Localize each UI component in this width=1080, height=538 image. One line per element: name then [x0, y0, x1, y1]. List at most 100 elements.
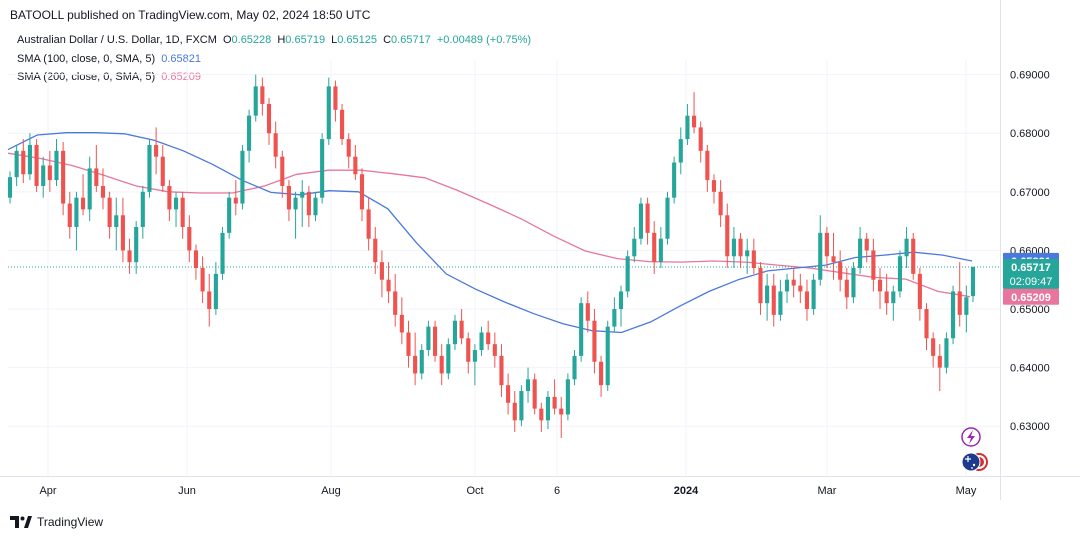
candle-body: [466, 338, 471, 362]
candle-body: [173, 197, 179, 210]
candle: [353, 144, 358, 181]
candle-body: [625, 256, 630, 292]
candle-body: [924, 309, 929, 339]
candle-body: [612, 309, 617, 327]
candle-body: [87, 168, 92, 210]
candle-body: [738, 238, 743, 257]
symbol-legend[interactable]: Australian Dollar / U.S. Dollar, 1D, FXC…: [17, 34, 531, 46]
candle-body: [413, 355, 418, 374]
candle-body: [80, 197, 86, 210]
sma200-legend[interactable]: SMA (200, close, 0, SMA, 5) 0.65209: [17, 71, 201, 83]
candle: [499, 344, 504, 397]
candle: [120, 197, 125, 263]
time-tick-label: Apr: [39, 485, 56, 497]
candle: [625, 250, 630, 298]
candle-body: [831, 256, 836, 263]
candle: [160, 144, 165, 192]
sma200-label: SMA (200, close, 0, SMA, 5): [17, 71, 156, 83]
candle-body: [366, 209, 371, 239]
candle: [738, 232, 743, 268]
time-tick-label: Mar: [818, 485, 837, 497]
candle: [585, 291, 590, 333]
candle: [864, 232, 869, 263]
candle: [273, 121, 278, 169]
sma100-line: [7, 132, 973, 334]
candle: [286, 180, 291, 222]
candle: [466, 332, 471, 374]
candle: [672, 156, 677, 204]
candle: [559, 396, 564, 438]
sma200-line: [7, 152, 971, 298]
candle: [333, 80, 338, 122]
candle-body: [379, 262, 384, 280]
flag-au-icon[interactable]: [961, 452, 981, 472]
candle-body: [300, 191, 305, 198]
candle: [897, 250, 903, 298]
candle: [798, 273, 803, 304]
lightning-icon[interactable]: [961, 427, 981, 447]
candle: [320, 133, 325, 204]
candle-body: [266, 103, 272, 134]
candle: [227, 191, 232, 239]
candle: [506, 373, 511, 415]
candle: [167, 180, 172, 222]
candle: [678, 127, 683, 175]
candle: [107, 191, 112, 239]
candle: [426, 320, 431, 356]
candle-body: [320, 139, 325, 198]
candle-body: [253, 86, 258, 116]
publisher-line: BATOOLL published on TradingView.com, Ma…: [10, 8, 371, 22]
sma200-badge: 0.65209: [1003, 288, 1059, 305]
candle-body: [864, 238, 869, 251]
last-price-badge-bg: [1003, 259, 1059, 290]
candle-body: [167, 185, 172, 210]
candle-body: [718, 191, 723, 216]
candle: [247, 109, 252, 163]
candle: [313, 191, 318, 222]
price-tick-label: 0.64000: [1010, 363, 1050, 375]
candle-body: [419, 350, 424, 374]
candle: [100, 168, 106, 210]
candle-body: [273, 133, 278, 157]
candle: [784, 273, 790, 304]
candle: [54, 139, 59, 186]
candle: [187, 215, 192, 263]
candle: [951, 285, 956, 345]
candle-body: [233, 197, 238, 204]
candle: [891, 285, 896, 321]
candle: [80, 174, 86, 216]
candle-body: [213, 273, 218, 310]
candle-body: [897, 256, 903, 292]
candle: [366, 197, 371, 251]
candle: [957, 262, 962, 327]
candle-body: [751, 250, 756, 268]
candle: [373, 226, 378, 274]
candle-body: [931, 338, 936, 356]
candle-body: [745, 250, 750, 257]
candle: [134, 221, 139, 274]
candle: [824, 226, 829, 268]
candle-body: [492, 344, 497, 356]
candle-body: [771, 285, 776, 315]
candle-body: [14, 150, 19, 178]
candle-body: [858, 238, 863, 268]
candle-body: [313, 197, 318, 216]
candle: [41, 156, 46, 198]
candle-body: [811, 279, 816, 310]
sma200-value: 0.65209: [161, 71, 201, 83]
symbol-name: Australian Dollar / U.S. Dollar, 1D, FXC…: [17, 34, 217, 46]
candle: [645, 197, 650, 245]
candle-body: [904, 238, 909, 257]
time-tick-label: May: [956, 485, 977, 497]
candle: [579, 297, 584, 362]
candle: [7, 171, 13, 204]
candle: [545, 391, 551, 430]
candle: [804, 279, 810, 321]
candle-body: [818, 232, 823, 280]
sma100-legend[interactable]: SMA (100, close, 0, SMA, 5) 0.65821: [17, 53, 201, 65]
candle-body: [851, 268, 856, 298]
candle: [486, 320, 491, 351]
countdown-text: 02:09:47: [1010, 276, 1053, 288]
